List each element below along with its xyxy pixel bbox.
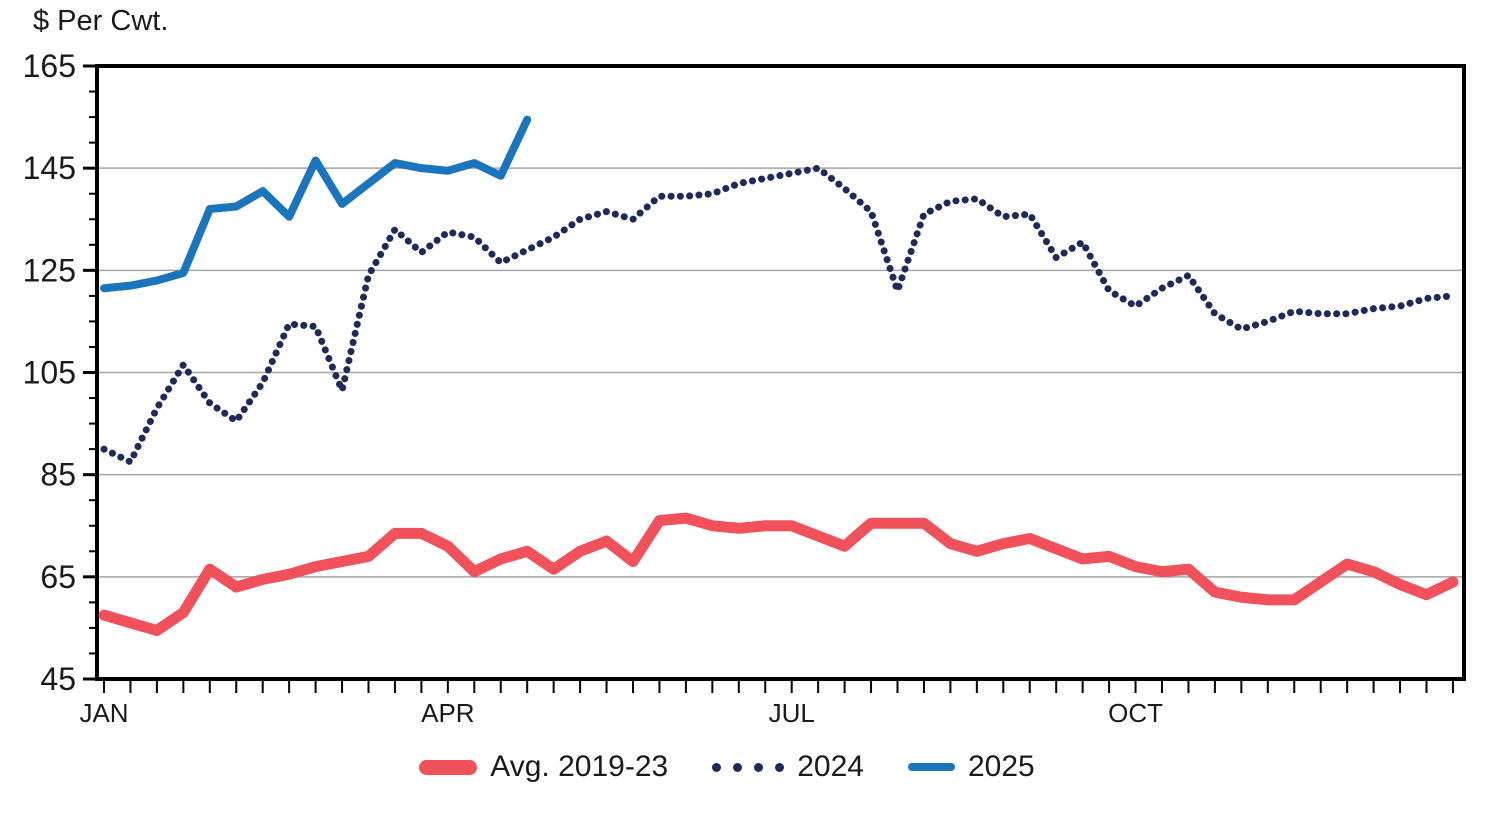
y-axis-label: 105	[23, 355, 76, 391]
y-axis-label: 65	[40, 559, 76, 595]
legend-label-avg-2019-23: Avg. 2019-23	[490, 750, 669, 783]
series-line-avg-2019-23	[98, 512, 1459, 636]
x-month-label: OCT	[1108, 698, 1163, 728]
legend-label-2025: 2025	[967, 750, 1035, 783]
series-line-2025	[100, 115, 532, 293]
x-month-label: JAN	[79, 698, 128, 728]
legend-item-avg-2019-23: Avg. 2019-23	[419, 750, 668, 784]
legend-item-2024: 2024	[712, 750, 864, 784]
x-month-label: APR	[421, 698, 474, 728]
chart-title: $ Per Cwt.	[33, 5, 169, 37]
y-axis-label: 45	[40, 661, 76, 697]
series-line-2024	[100, 164, 1457, 466]
legend-item-2025: 2025	[907, 750, 1035, 784]
legend: Avg. 2019-23 2024 2025	[0, 750, 1500, 784]
y-axis-label: 125	[23, 252, 76, 288]
avg-line-swatch	[419, 759, 478, 775]
solid-line-swatch	[907, 763, 955, 771]
dotted-line-swatch	[712, 762, 785, 772]
legend-label-2024: 2024	[797, 750, 864, 783]
y-axis-label: 85	[40, 457, 76, 493]
y-axis-label: 145	[23, 150, 76, 186]
y-axis-label: 165	[23, 48, 76, 84]
x-month-label: JUL	[769, 698, 815, 728]
